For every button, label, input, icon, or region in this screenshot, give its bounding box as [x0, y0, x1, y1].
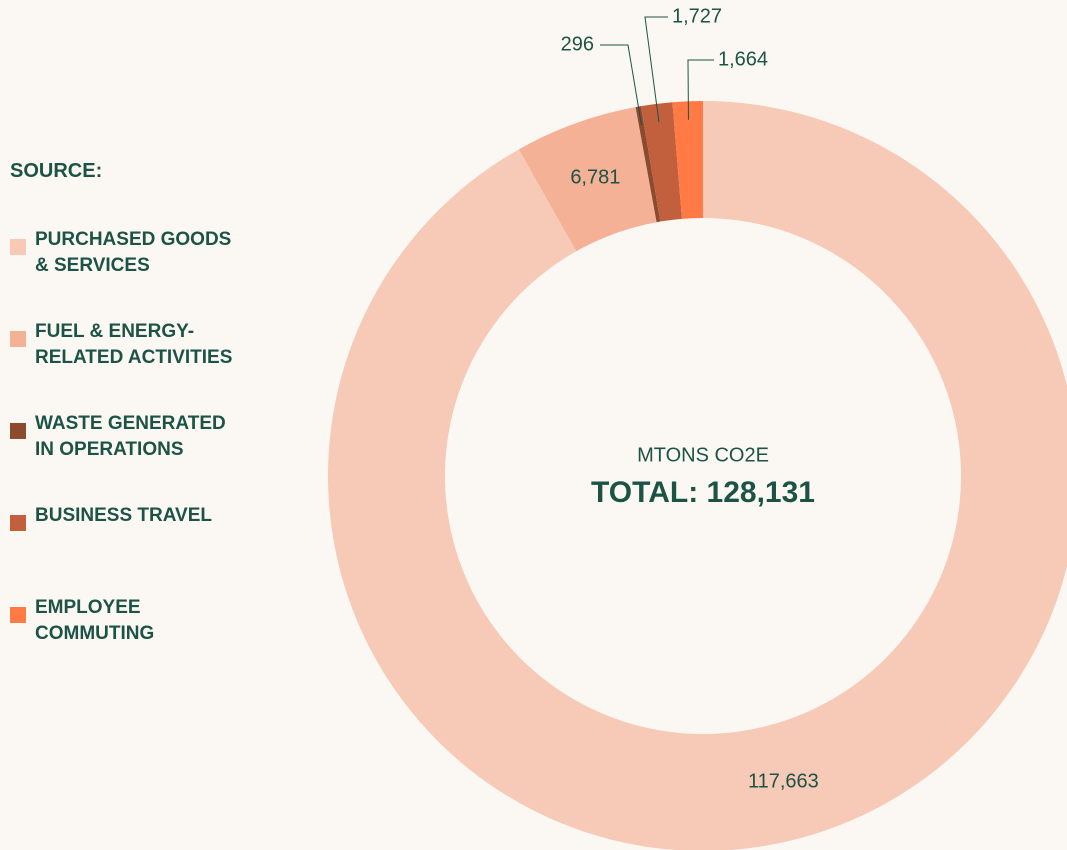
donut-slice: [672, 101, 703, 219]
legend-swatch: [10, 423, 26, 439]
donut-slice: [635, 106, 661, 223]
legend-label: BUSINESS TRAVEL: [35, 505, 213, 526]
legend-swatch: [10, 239, 26, 255]
legend-item: FUEL & ENERGY-RELATED ACTIVITIES: [10, 319, 232, 411]
legend-item: EMPLOYEE COMMUTING: [10, 595, 154, 687]
legend-label: EMPLOYEE COMMUTING: [35, 597, 155, 644]
value-label: 117,663: [748, 770, 819, 792]
leader-line: [600, 44, 642, 125]
legend-swatch: [10, 331, 26, 347]
value-label: 296: [561, 33, 594, 55]
total-label: TOTAL: 128,131: [591, 476, 815, 509]
value-label: 1,664: [718, 48, 768, 70]
center-label: MTONS CO2E: [637, 444, 769, 466]
legend-item: BUSINESS TRAVEL: [10, 503, 212, 595]
value-label: 1,727: [672, 5, 722, 27]
leader-line: [687, 59, 714, 120]
legend-label: FUEL & ENERGY-RELATED ACTIVITIES: [35, 321, 233, 368]
leader-line: [644, 16, 668, 123]
donut-slice: [518, 107, 657, 252]
legend-swatch: [10, 515, 26, 531]
legend-label: PURCHASED GOODS & SERVICES: [35, 229, 232, 276]
legend-title: SOURCE:: [10, 160, 103, 182]
donut-slice: [328, 101, 1067, 850]
legend-swatch: [10, 607, 26, 623]
legend-item: WASTE GENERATED IN OPERATIONS: [10, 411, 226, 503]
legend-label: WASTE GENERATED IN OPERATIONS: [35, 413, 226, 460]
donut-slice: [640, 102, 682, 222]
value-label: 6,781: [570, 167, 620, 189]
legend-item: PURCHASED GOODS & SERVICES: [10, 227, 231, 319]
legend: SOURCE: PURCHASED GOODS & SERVICES FUEL &…: [10, 160, 232, 687]
